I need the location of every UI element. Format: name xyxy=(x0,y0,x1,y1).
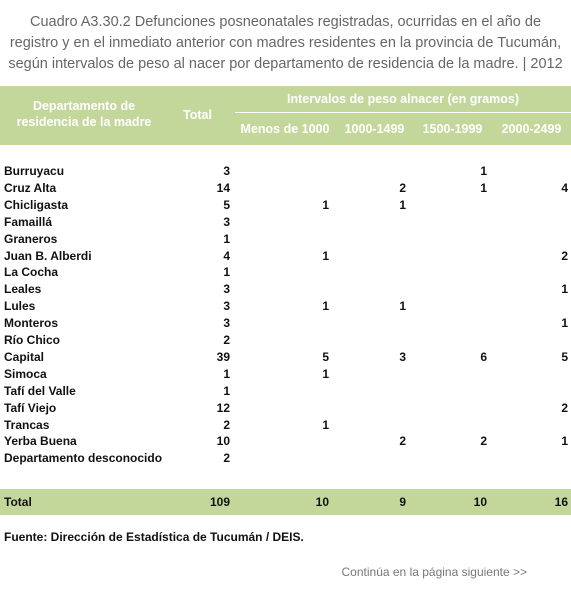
total-value: 9 xyxy=(399,495,406,509)
total-value: 10 xyxy=(315,495,329,509)
row-value: 2 xyxy=(480,434,487,449)
row-value: 3 xyxy=(223,214,230,229)
row-value: 1 xyxy=(322,248,329,263)
row-label: Graneros xyxy=(4,231,58,246)
row-label: Río Chico xyxy=(4,333,60,347)
row-value: 1 xyxy=(223,265,230,280)
row-value: 1 xyxy=(561,282,568,297)
row-label: Leales xyxy=(4,282,42,297)
row-label: Tafí Viejo xyxy=(4,400,57,415)
row-label: Capital xyxy=(4,349,45,364)
row-value: 1 xyxy=(561,316,568,331)
row-label: Cruz Alta xyxy=(4,180,57,195)
row-value: 1 xyxy=(223,231,230,246)
row-value: 3 xyxy=(223,299,230,314)
interval-header: 1000-1499 xyxy=(344,122,405,136)
row-value: 39 xyxy=(216,349,230,364)
total-header: Total xyxy=(183,108,212,122)
row-label: La Cocha xyxy=(4,265,59,280)
interval-header: 2000-2499 xyxy=(501,122,562,136)
department-header: Departamento de residencia de la madre xyxy=(16,99,152,129)
row-value: 1 xyxy=(322,299,329,314)
row-label: Yerba Buena xyxy=(4,434,77,449)
row-value: 4 xyxy=(223,248,230,263)
row-value: 4 xyxy=(561,180,568,195)
row-value: 2 xyxy=(561,248,568,263)
total-value: 16 xyxy=(554,495,568,509)
row-label: Tafí del Valle xyxy=(4,383,76,398)
source: Fuente: Dirección de Estadística de Tucu… xyxy=(4,530,304,544)
row-label: Chicligasta xyxy=(4,197,69,212)
total-value: 10 xyxy=(473,495,487,509)
row-value: 3 xyxy=(223,164,230,178)
title-line: según intervalos de peso al nacer por de… xyxy=(8,56,563,72)
row-label: Famaillá xyxy=(4,214,53,229)
row-label: Lules xyxy=(4,299,36,314)
row-value: 2 xyxy=(223,417,230,432)
row-label: Trancas xyxy=(4,417,50,432)
row-value: 1 xyxy=(399,299,406,314)
row-value: 2 xyxy=(223,451,230,466)
row-label: Simoca xyxy=(4,366,47,381)
row-value: 1 xyxy=(322,197,329,212)
title-line: Cuadro A3.30.2 Defunciones posneonatales… xyxy=(29,14,542,30)
row-value: 5 xyxy=(223,197,230,212)
row-value: 12 xyxy=(216,400,230,415)
row-value: 1 xyxy=(223,383,230,398)
row-value: 3 xyxy=(399,349,406,364)
row-value: 6 xyxy=(480,349,487,364)
row-label: Monteros xyxy=(4,316,58,331)
row-label: Burruyacu xyxy=(4,164,65,178)
row-value: 14 xyxy=(216,180,230,195)
row-value: 10 xyxy=(216,434,230,449)
row-value: 5 xyxy=(561,349,568,364)
header-divider xyxy=(235,112,571,113)
total-band xyxy=(0,489,571,515)
header-band xyxy=(0,86,571,145)
row-label: Juan B. Alberdi xyxy=(4,248,92,263)
row-value: 1 xyxy=(561,434,568,449)
row-value: 1 xyxy=(480,164,487,178)
row-value: 1 xyxy=(480,180,487,195)
row-value: 1 xyxy=(322,366,329,381)
row-value: 2 xyxy=(223,333,230,347)
interval-header: Menos de 1000 xyxy=(240,122,330,136)
interval-header: 1500-1999 xyxy=(422,122,483,136)
row-value: 2 xyxy=(399,180,406,195)
row-value: 2 xyxy=(399,434,406,449)
row-value: 1 xyxy=(223,366,230,381)
total-value: 109 xyxy=(209,495,230,509)
row-label: Departamento desconocido xyxy=(4,451,163,466)
total-label: Total xyxy=(4,495,32,509)
row-value: 3 xyxy=(223,282,230,297)
row-value: 3 xyxy=(223,316,230,331)
group-header: Intervalos de peso alnacer (en gramos) xyxy=(286,92,520,106)
title-line: registro y en el inmediato anterior con … xyxy=(9,35,562,51)
row-value: 1 xyxy=(399,197,406,212)
next-page: Continúa en la página siguiente >> xyxy=(341,565,527,579)
row-value: 2 xyxy=(561,400,568,415)
row-value: 5 xyxy=(322,349,329,364)
row-value: 1 xyxy=(322,417,329,432)
